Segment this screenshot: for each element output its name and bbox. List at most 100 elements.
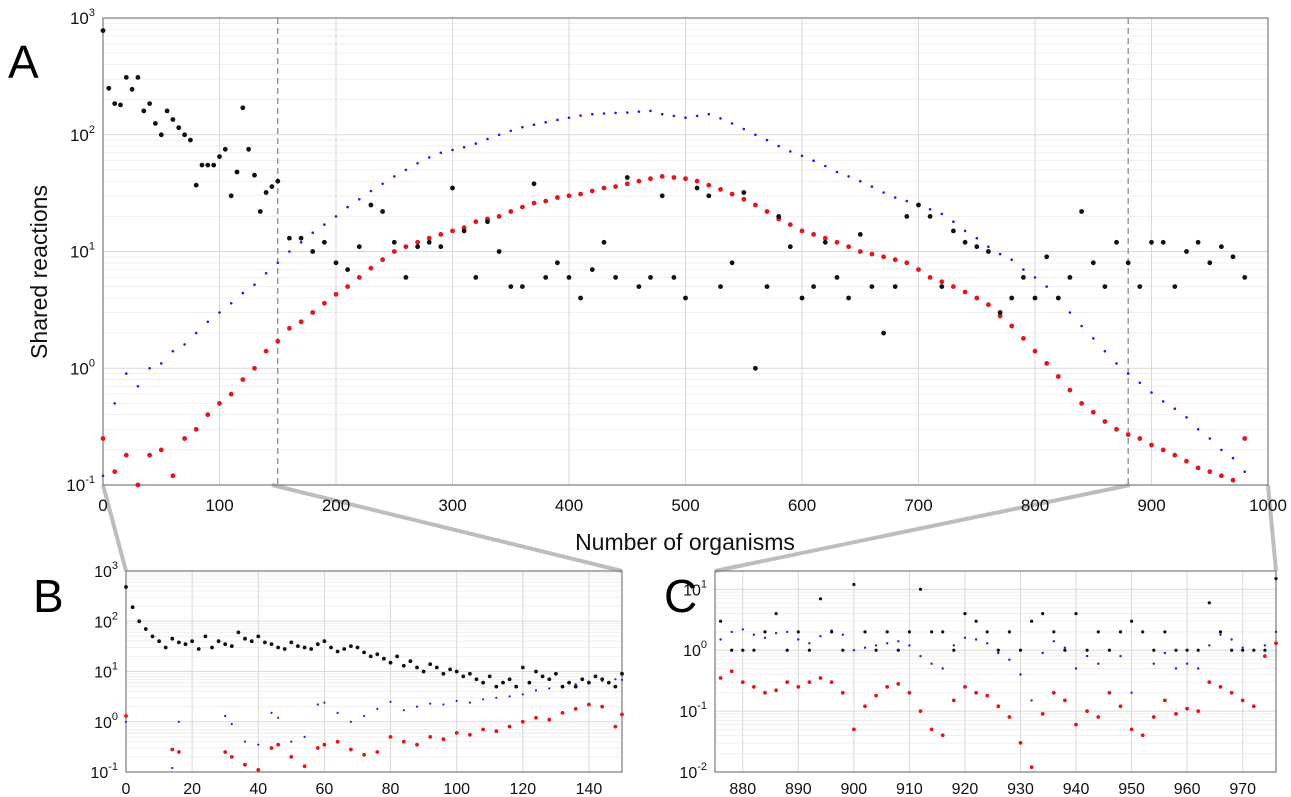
red-data-point bbox=[380, 257, 385, 263]
red-data-point bbox=[1149, 442, 1154, 448]
red-data-point bbox=[547, 717, 552, 722]
black-data-point bbox=[1230, 254, 1236, 260]
red-data-point bbox=[450, 228, 455, 234]
red-data-point bbox=[147, 452, 153, 458]
black-data-point bbox=[137, 619, 142, 624]
black-data-point bbox=[1149, 239, 1154, 245]
black-data-point bbox=[153, 121, 158, 126]
zoom-connector-c-right bbox=[1266, 484, 1278, 572]
red-data-point bbox=[1125, 432, 1131, 437]
black-data-point bbox=[461, 674, 466, 679]
black-data-point bbox=[183, 642, 188, 647]
black-data-point bbox=[1118, 630, 1123, 634]
black-data-point bbox=[1172, 284, 1178, 289]
red-data-point bbox=[763, 690, 767, 695]
blue-data-point bbox=[1161, 400, 1165, 403]
blue-data-point bbox=[1173, 407, 1177, 411]
blue-data-point bbox=[707, 112, 711, 116]
blue-data-point bbox=[346, 205, 349, 209]
black-data-point bbox=[941, 630, 945, 634]
red-data-point bbox=[1151, 715, 1156, 719]
red-data-point bbox=[158, 447, 164, 453]
blue-data-point bbox=[812, 159, 815, 162]
blue-data-point bbox=[548, 687, 551, 690]
red-data-point bbox=[1107, 690, 1112, 695]
blue-data-point bbox=[786, 630, 789, 634]
black-data-point bbox=[1137, 284, 1143, 289]
blue-data-point bbox=[1274, 630, 1278, 634]
red-data-point bbox=[974, 295, 980, 301]
blue-data-point bbox=[363, 714, 366, 718]
blue-data-point bbox=[893, 196, 897, 199]
red-data-point bbox=[600, 704, 605, 709]
red-data-point bbox=[269, 746, 274, 750]
black-data-point bbox=[236, 630, 241, 635]
red-data-point bbox=[929, 727, 934, 732]
red-data-point bbox=[112, 469, 118, 475]
black-data-point bbox=[228, 193, 234, 199]
blue-data-point bbox=[532, 123, 536, 126]
black-data-point bbox=[481, 680, 485, 685]
black-data-point bbox=[752, 648, 756, 652]
black-data-point bbox=[520, 284, 525, 289]
red-data-point bbox=[1051, 690, 1056, 695]
blue-data-point bbox=[429, 702, 432, 705]
blue-data-point bbox=[1185, 662, 1189, 665]
zoom-connector-b-left bbox=[101, 484, 128, 572]
red-data-point bbox=[177, 750, 181, 754]
red-data-point bbox=[997, 313, 1003, 319]
black-data-point bbox=[158, 132, 164, 138]
black-data-point bbox=[904, 214, 910, 219]
black-data-point bbox=[382, 656, 386, 661]
black-data-point bbox=[240, 105, 246, 111]
blue-data-point bbox=[870, 185, 874, 188]
red-data-point bbox=[1274, 641, 1278, 646]
red-data-point bbox=[496, 214, 502, 219]
black-data-point bbox=[1263, 648, 1267, 652]
black-data-point bbox=[892, 284, 898, 289]
red-data-point bbox=[243, 762, 247, 767]
x-tick-label: 960 bbox=[1174, 781, 1201, 797]
blue-data-point bbox=[941, 667, 944, 670]
black-data-point bbox=[322, 239, 327, 245]
black-data-point bbox=[648, 275, 653, 280]
red-data-point bbox=[534, 715, 538, 720]
blue-data-point bbox=[229, 302, 233, 305]
black-data-point bbox=[123, 75, 129, 80]
red-data-point bbox=[217, 401, 222, 406]
blue-data-point bbox=[171, 349, 175, 353]
red-data-point bbox=[228, 391, 234, 397]
red-data-point bbox=[796, 685, 801, 689]
black-data-point bbox=[356, 244, 362, 250]
blue-data-point bbox=[336, 711, 339, 715]
blue-data-point bbox=[508, 695, 511, 698]
black-data-point bbox=[188, 137, 193, 143]
black-data-point bbox=[1085, 648, 1089, 652]
black-data-point bbox=[531, 181, 537, 187]
black-data-point bbox=[730, 648, 734, 652]
blue-data-point bbox=[952, 220, 955, 223]
blue-data-point bbox=[323, 701, 326, 704]
red-data-point bbox=[963, 685, 967, 689]
blue-data-point bbox=[101, 474, 105, 478]
red-data-point bbox=[940, 733, 945, 738]
red-data-point bbox=[473, 219, 479, 225]
red-data-point bbox=[1129, 727, 1134, 732]
panel-label-a: A bbox=[8, 36, 39, 88]
black-data-point bbox=[1009, 295, 1015, 301]
blue-data-point bbox=[1219, 633, 1222, 636]
red-data-point bbox=[1090, 409, 1096, 415]
black-data-point bbox=[157, 639, 162, 644]
red-data-point bbox=[927, 275, 933, 280]
blue-data-point bbox=[754, 133, 757, 137]
red-data-point bbox=[1196, 709, 1201, 713]
red-data-point bbox=[1207, 680, 1212, 684]
black-data-point bbox=[474, 677, 479, 682]
black-data-point bbox=[741, 648, 745, 652]
black-data-point bbox=[580, 677, 585, 682]
blue-data-point bbox=[1045, 285, 1048, 288]
blue-data-point bbox=[975, 236, 979, 240]
black-data-point bbox=[527, 680, 532, 685]
blue-data-point bbox=[230, 722, 233, 726]
red-data-point bbox=[785, 680, 790, 684]
